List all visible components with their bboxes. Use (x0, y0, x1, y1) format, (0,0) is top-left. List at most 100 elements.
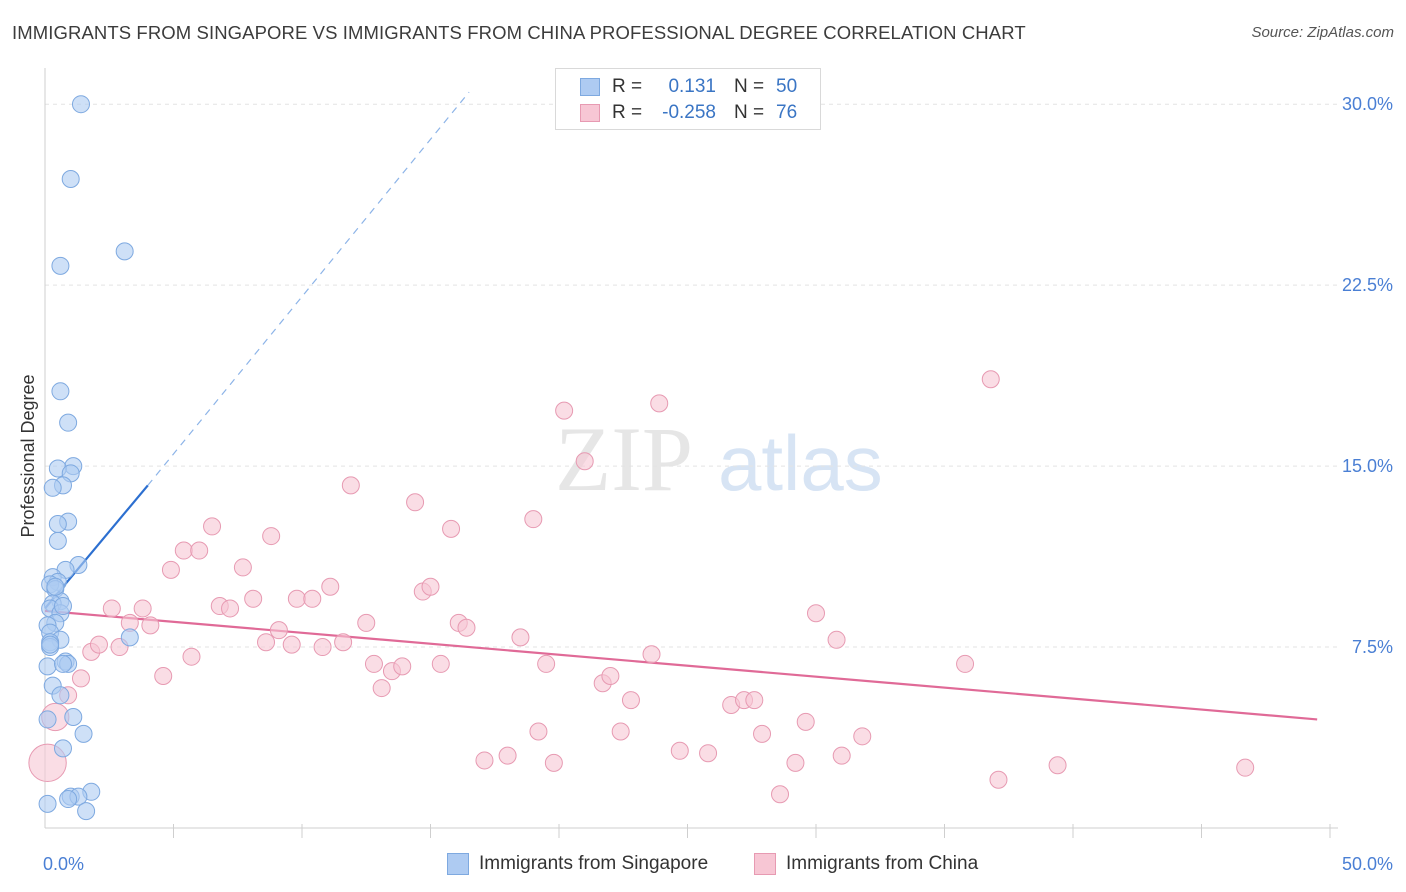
china-point (621, 691, 640, 710)
china-point (989, 770, 1008, 789)
legend-singapore[interactable]: Immigrants from Singapore (447, 852, 708, 876)
singapore-point (74, 724, 93, 743)
singapore-point (43, 478, 62, 497)
y-tick-label: 22.5% (1342, 275, 1393, 295)
china-point (89, 635, 108, 654)
china-point (313, 638, 332, 657)
china-n-label: N = (734, 102, 765, 123)
legend-singapore-swatch (447, 853, 469, 875)
legend-china-swatch (754, 853, 776, 875)
singapore-r-label: R = (612, 76, 643, 97)
chart-title: IMMIGRANTS FROM SINGAPORE VS IMMIGRANTS … (12, 22, 1026, 43)
china-point (457, 618, 476, 637)
china-point (233, 558, 252, 577)
china-point (699, 744, 718, 763)
china-point (511, 628, 530, 647)
singapore-point (51, 256, 70, 275)
x-tick-label: 50.0% (1342, 854, 1393, 874)
china-trend-line (44, 609, 1318, 721)
singapore-point (51, 686, 70, 705)
china-point (182, 647, 201, 666)
singapore-point (38, 794, 57, 813)
singapore-point (59, 790, 78, 809)
china-point (161, 560, 180, 579)
china-point (203, 517, 222, 536)
china-point (334, 633, 353, 652)
china-point (853, 727, 872, 746)
y-tick-label: 15.0% (1342, 456, 1393, 476)
china-point (321, 577, 340, 596)
china-point (796, 712, 815, 731)
china-point (287, 589, 306, 608)
singapore-point (61, 169, 80, 188)
china-point (442, 519, 461, 538)
china-point (1048, 756, 1067, 775)
y-tick-label: 30.0% (1342, 94, 1393, 114)
china-point (807, 604, 825, 623)
china-point (498, 746, 517, 765)
points-layer (28, 95, 1255, 821)
china-n-value: 76 (776, 102, 798, 123)
china-point (956, 654, 975, 673)
singapore-n-value: 50 (776, 76, 798, 97)
singapore-point (53, 597, 72, 616)
china-point (475, 751, 494, 770)
chart-source: Source: ZipAtlas.com (1251, 24, 1394, 41)
china-point (406, 493, 425, 512)
china-point (257, 633, 276, 652)
axis-layer (44, 68, 1338, 838)
china-point (221, 599, 240, 618)
legend-singapore-label: Immigrants from Singapore (479, 853, 709, 874)
stats-row-china: R = -0.258 N = 76 (580, 100, 797, 126)
singapore-point (71, 95, 90, 114)
china-point (601, 667, 620, 685)
china-point (269, 621, 288, 640)
singapore-point (53, 654, 72, 673)
china-point (544, 753, 563, 772)
singapore-point (41, 635, 60, 654)
china-point (575, 452, 594, 471)
china-point (753, 724, 772, 743)
singapore-trend-extension (147, 91, 470, 486)
china-r-value: -0.258 (662, 102, 716, 123)
china-point (611, 722, 630, 741)
china-point (364, 654, 383, 673)
trend-layer (44, 91, 1318, 721)
singapore-point (53, 739, 72, 758)
singapore-point (38, 657, 57, 676)
china-point (745, 691, 764, 710)
singapore-n-label: N = (734, 76, 765, 97)
singapore-swatch (580, 78, 600, 96)
china-point (650, 394, 669, 413)
china-point (421, 577, 440, 596)
china-point (357, 613, 376, 632)
china-point (190, 541, 209, 560)
china-point (174, 541, 193, 560)
china-swatch (580, 104, 600, 122)
singapore-point (48, 531, 67, 550)
china-r-label: R = (612, 102, 643, 123)
singapore-point (77, 802, 96, 821)
china-point (832, 746, 851, 765)
china-point (303, 589, 322, 608)
china-point (529, 722, 548, 741)
y-tick-label: 7.5% (1352, 637, 1393, 657)
china-point (141, 616, 160, 635)
legend-china[interactable]: Immigrants from China (754, 852, 978, 876)
x-tick-label: 0.0% (43, 854, 84, 874)
singapore-point (64, 708, 83, 727)
china-point (393, 657, 412, 676)
china-point (154, 667, 173, 685)
singapore-r-value: 0.131 (668, 76, 716, 97)
singapore-point (38, 710, 57, 729)
watermark-zip: ZIP (555, 408, 693, 510)
china-point (244, 589, 263, 608)
watermark-atlas: atlas (718, 419, 883, 507)
singapore-point (59, 413, 78, 432)
china-point (372, 679, 391, 698)
legend-china-label: Immigrants from China (786, 853, 979, 874)
china-point (524, 510, 543, 529)
china-point (786, 753, 805, 772)
china-point (670, 741, 689, 760)
singapore-point (120, 628, 139, 647)
